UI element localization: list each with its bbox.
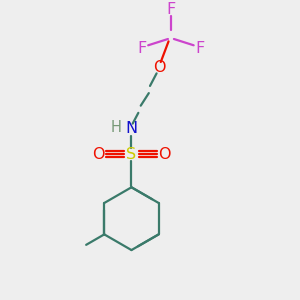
Text: S: S [126,147,136,162]
Text: O: O [158,147,171,162]
Text: F: F [166,2,176,17]
Text: N: N [125,122,137,136]
Text: O: O [92,147,105,162]
Text: H: H [110,120,122,135]
Text: F: F [196,41,205,56]
Text: F: F [137,41,146,56]
Text: O: O [153,60,165,75]
